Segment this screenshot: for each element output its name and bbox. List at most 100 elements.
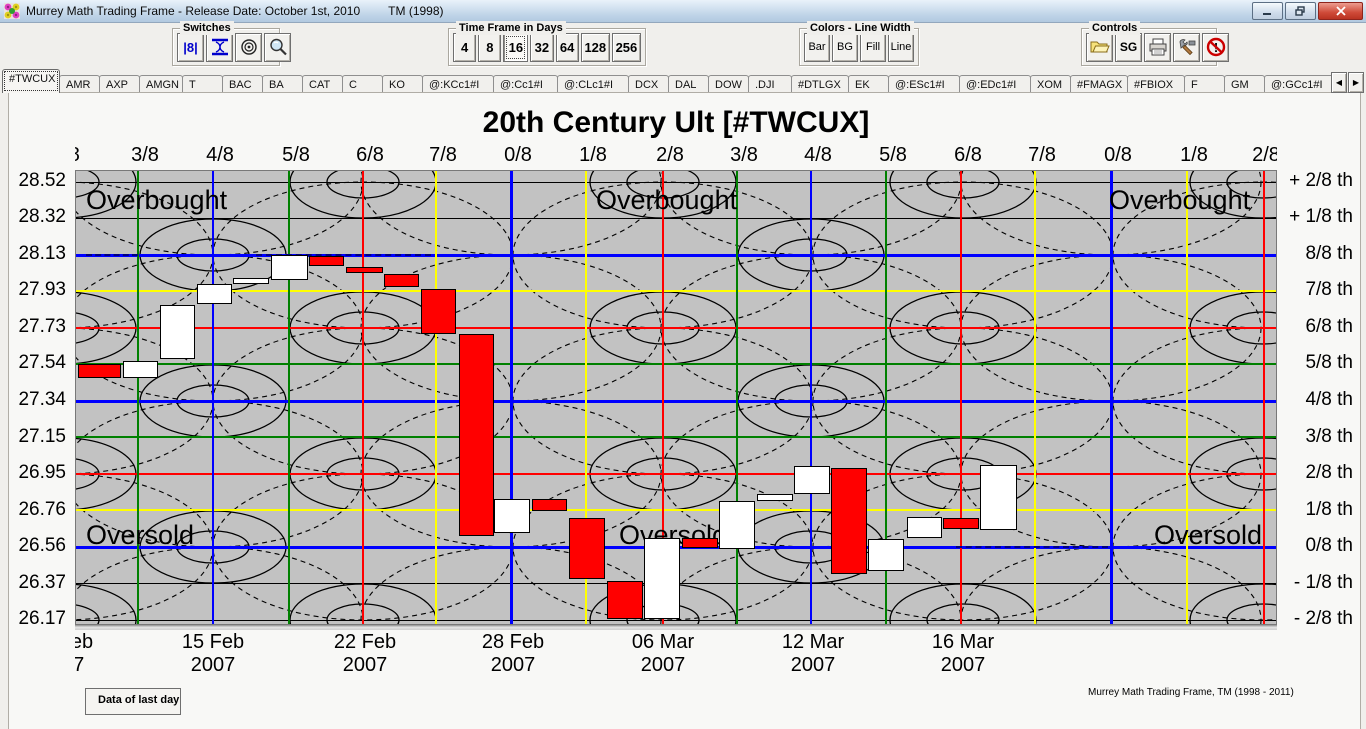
trend-dash-segment — [956, 546, 1108, 548]
tab-ba[interactable]: BA — [262, 75, 303, 93]
ban-button[interactable]: ! — [1202, 32, 1229, 62]
price-bar-up — [980, 465, 1017, 530]
tab-fbiox[interactable]: #FBIOX — [1127, 75, 1185, 93]
price-bar-up — [868, 539, 904, 571]
toolbar: Switches |8| Time Frame in Days 4 8 16 32 64… — [0, 21, 1366, 68]
printer-button[interactable] — [1144, 32, 1171, 62]
tab-dal[interactable]: DAL — [668, 75, 709, 93]
data-of-last-day-button[interactable]: Data of last day — [85, 688, 181, 715]
tab-dtlgx[interactable]: #DTLGX — [791, 75, 849, 93]
date-axis-label: 16 Mar 2007 — [931, 631, 995, 676]
price-bar-up — [757, 494, 793, 501]
date-axis-label: 06 Mar 2007 — [631, 631, 695, 676]
magnifier-icon — [269, 38, 287, 56]
tab-f[interactable]: F — [1184, 75, 1225, 93]
price-axis-label: 28.52 — [18, 170, 66, 191]
eighth-axis-label: 6/8 th — [1305, 316, 1353, 337]
circles-icon — [240, 39, 257, 55]
tab-dji[interactable]: .DJI — [748, 75, 792, 93]
plot-bottom-frame — [75, 625, 1277, 630]
colors-line-button[interactable]: Line — [888, 32, 914, 62]
top-axis-label: 4/8 — [804, 144, 832, 166]
window-title: Murrey Math Trading Frame - Release Date… — [26, 4, 361, 18]
tab-ko[interactable]: KO — [382, 75, 423, 93]
tools-button[interactable] — [1173, 32, 1200, 62]
tab-gcc1i[interactable]: @:GCc1#I — [1264, 75, 1336, 93]
price-bar-up — [160, 305, 195, 359]
ban-icon: ! — [1206, 37, 1225, 57]
eighth-axis-label: 1/8 th — [1305, 499, 1353, 520]
price-bar-up — [907, 517, 942, 538]
restore-button[interactable] — [1285, 2, 1316, 20]
eighths-lines-icon: |8| — [183, 39, 198, 55]
tab-dow[interactable]: DOW — [708, 75, 749, 93]
colors-bg-button[interactable]: BG — [832, 32, 858, 62]
timeframe-256-button[interactable]: 256 — [611, 32, 641, 62]
timeframe-4-button[interactable]: 4 — [453, 32, 477, 62]
eighth-axis-label: 7/8 th — [1305, 279, 1353, 300]
eighths-lines-button[interactable]: |8| — [177, 32, 204, 62]
tab-edc1i[interactable]: @:EDc1#I — [959, 75, 1031, 93]
grid-v-line — [960, 171, 962, 624]
tab-cat[interactable]: CAT — [302, 75, 343, 93]
top-axis-label: 2/8 — [75, 144, 80, 167]
tab-ek[interactable]: EK — [848, 75, 889, 93]
tab-c[interactable]: C — [342, 75, 383, 93]
tab-kcc1i[interactable]: @:KCc1#I — [422, 75, 494, 93]
eighth-axis-label: + 2/8 th — [1289, 170, 1353, 191]
price-bar-down — [943, 518, 979, 529]
price-axis-label: 26.95 — [18, 462, 66, 483]
tab-amgn[interactable]: AMGN — [139, 75, 183, 93]
grid-h-line — [76, 400, 1276, 403]
grid-h-line — [76, 182, 1276, 183]
sg-button[interactable]: SG — [1115, 32, 1142, 62]
minimize-button[interactable] — [1252, 2, 1283, 20]
timeframe-32-button[interactable]: 32 — [530, 32, 554, 62]
tab-xom[interactable]: XOM — [1030, 75, 1071, 93]
time-frame-group-label: Time Frame in Days — [456, 21, 566, 35]
tab-scroll-arrows: ◀ ▶ — [1331, 72, 1364, 93]
price-bar-down — [346, 267, 383, 273]
eighth-axis-label: 0/8 th — [1305, 535, 1353, 556]
tab-t[interactable]: T — [182, 75, 223, 93]
top-axis-label: 3/8 — [131, 144, 159, 166]
tab-bac[interactable]: BAC — [222, 75, 263, 93]
colors-bar-button[interactable]: Bar — [804, 32, 830, 62]
timeframe-16-button[interactable]: 16 — [503, 32, 529, 62]
tab-amr[interactable]: AMR — [59, 75, 100, 93]
tab-gm[interactable]: GM — [1224, 75, 1265, 93]
timeframe-128-button[interactable]: 128 — [580, 32, 610, 62]
frame-lines-button[interactable] — [206, 32, 233, 62]
controls-group: Controls SG! — [1081, 21, 1229, 66]
close-button[interactable] — [1318, 2, 1363, 20]
timeframe-64-button[interactable]: 64 — [555, 32, 579, 62]
price-bar-up — [197, 284, 232, 304]
magnifier-button[interactable] — [264, 32, 291, 62]
price-axis-label: 28.32 — [18, 206, 66, 227]
tab-scroll-left-button[interactable]: ◀ — [1331, 72, 1347, 93]
top-axis-label: 5/8 — [879, 144, 907, 166]
timeframe-8-button[interactable]: 8 — [478, 32, 502, 62]
tab-esc1i[interactable]: @:ESc1#I — [888, 75, 960, 93]
open-folder-button[interactable] — [1086, 32, 1113, 62]
grid-h-line — [76, 218, 1276, 219]
price-axis-label: 27.15 — [18, 426, 66, 447]
trend-dash-segment — [86, 254, 138, 256]
top-axis-label: 1/8 — [579, 144, 607, 166]
date-axis-label: 12 Mar 2007 — [781, 631, 845, 676]
tab-cc1i[interactable]: @:Cc1#I — [493, 75, 558, 93]
tab-fmagx[interactable]: #FMAGX — [1070, 75, 1128, 93]
top-eighths-axis: 2/8 3/8 4/8 5/8 6/8 7/8 0/8 1/8 2/8 3/8 4/8 5/8 6/8 7… — [75, 144, 1277, 169]
colors-fill-button[interactable]: Fill — [860, 32, 886, 62]
date-axis-label: 28 Feb 2007 — [481, 631, 545, 676]
tab-twcux[interactable]: #TWCUX — [2, 69, 60, 93]
grid-v-line — [1263, 171, 1265, 624]
tab-axp[interactable]: AXP — [99, 75, 140, 93]
price-bar-up — [271, 255, 308, 280]
tab-dcx[interactable]: DCX — [628, 75, 669, 93]
tab-clc1i[interactable]: @:CLc1#I — [557, 75, 629, 93]
price-bar-down — [831, 468, 867, 574]
eighth-axis-label: 2/8 th — [1305, 462, 1353, 483]
tab-scroll-right-button[interactable]: ▶ — [1348, 72, 1364, 93]
circles-button[interactable] — [235, 32, 262, 62]
